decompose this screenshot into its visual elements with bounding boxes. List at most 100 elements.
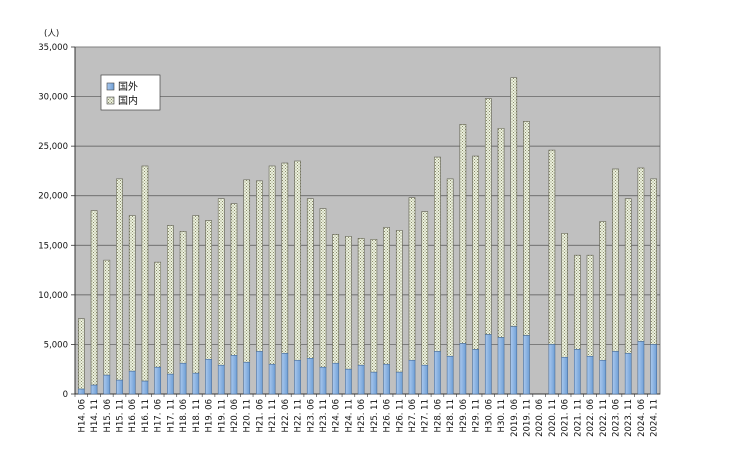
- bar-foreign: [523, 335, 530, 395]
- bar-domestic: [116, 178, 123, 381]
- y-tick-label: 5,000: [44, 340, 68, 350]
- bar-foreign: [624, 353, 632, 395]
- bar-foreign: [205, 358, 212, 395]
- bar-foreign: [179, 362, 187, 395]
- x-category-label: H30. 11: [497, 399, 507, 432]
- bar-domestic: [472, 155, 479, 350]
- bar-domestic: [357, 238, 365, 366]
- bar-domestic: [230, 203, 238, 356]
- x-category-label: H28. 11: [446, 399, 456, 432]
- bar-domestic: [167, 225, 174, 375]
- x-category-label: H25. 06: [357, 399, 367, 432]
- legend-label-domestic: 国内: [118, 94, 138, 107]
- bar-domestic: [548, 149, 556, 345]
- bar-domestic: [421, 211, 429, 366]
- bar-domestic: [256, 180, 263, 352]
- y-tick-label: 10,000: [38, 291, 68, 301]
- bar-domestic: [78, 318, 85, 390]
- x-category-label: H19. 11: [217, 399, 227, 432]
- y-tick-label: 20,000: [38, 192, 68, 202]
- x-category-label: H23. 11: [319, 399, 329, 432]
- bar-foreign: [561, 357, 568, 395]
- bar-domestic: [90, 210, 98, 386]
- x-category-label: H23. 06: [306, 399, 316, 432]
- bar-foreign: [459, 343, 467, 395]
- legend-swatch-domestic: [106, 96, 115, 105]
- x-category-label: 2022. 06: [586, 399, 596, 437]
- bar-foreign: [281, 353, 289, 395]
- x-category-label: H21. 11: [268, 399, 278, 432]
- x-category-label: 2024. 11: [650, 399, 660, 437]
- x-category-label: 2023. 11: [624, 399, 634, 437]
- bar-foreign: [510, 326, 518, 395]
- bar-domestic: [306, 198, 314, 359]
- bar-foreign: [383, 363, 390, 395]
- x-category-label: H24. 06: [332, 399, 342, 432]
- bar-foreign: [217, 364, 225, 395]
- x-category-label: H29. 06: [459, 399, 469, 432]
- x-category-label: H16. 11: [141, 399, 151, 432]
- x-category-label: H21. 06: [255, 399, 265, 432]
- x-category-label: H20. 06: [230, 399, 240, 432]
- x-category-label: H20. 11: [243, 399, 253, 432]
- bar-foreign: [408, 359, 416, 395]
- x-category-label: H22. 06: [281, 399, 291, 432]
- bar-domestic: [192, 215, 200, 374]
- bar-foreign: [370, 371, 378, 395]
- bar-domestic: [484, 98, 492, 335]
- bar-domestic: [523, 121, 530, 336]
- x-category-label: H15. 06: [103, 399, 113, 432]
- bar-domestic: [573, 254, 581, 350]
- x-category-label: 2020. 11: [548, 399, 558, 437]
- bar-domestic: [434, 156, 441, 352]
- x-category-label: 2020. 06: [535, 399, 545, 437]
- bar-domestic: [345, 236, 352, 370]
- bar-domestic: [294, 160, 301, 361]
- bar-domestic: [612, 168, 619, 352]
- x-category-label: H26. 06: [383, 399, 393, 432]
- bar-foreign: [421, 364, 429, 395]
- bar-domestic: [268, 165, 276, 365]
- x-category-label: H19. 06: [205, 399, 215, 432]
- bar-foreign: [90, 384, 98, 395]
- bar-foreign: [103, 374, 111, 395]
- x-category-label: H18. 06: [179, 399, 189, 432]
- legend-label-foreign: 国外: [118, 81, 138, 93]
- bar-domestic: [510, 77, 518, 327]
- bar-domestic: [319, 208, 327, 368]
- bar-foreign: [586, 356, 594, 395]
- bar-foreign: [650, 344, 657, 395]
- x-category-label: H29. 11: [472, 399, 482, 432]
- x-category-label: 2023. 06: [611, 399, 621, 437]
- bar-foreign: [243, 361, 251, 395]
- x-category-label: 2021. 11: [573, 399, 583, 437]
- bar-foreign: [128, 370, 136, 395]
- bar-foreign: [357, 364, 365, 395]
- bar-foreign: [294, 359, 301, 395]
- bar-foreign: [78, 388, 85, 395]
- x-category-label: H18. 11: [192, 399, 202, 432]
- bar-foreign: [548, 344, 556, 395]
- bar-domestic: [395, 230, 403, 373]
- bar-foreign: [332, 362, 340, 395]
- x-category-label: H25. 11: [370, 399, 380, 432]
- bar-foreign: [497, 337, 505, 395]
- bar-foreign: [306, 358, 314, 395]
- x-category-label: H17. 06: [154, 399, 164, 432]
- x-category-label: 2022. 11: [599, 399, 609, 437]
- y-tick-label: 0: [63, 390, 68, 400]
- x-category-label: H15. 11: [116, 399, 126, 432]
- x-category-label: H14. 06: [77, 399, 87, 432]
- bar-foreign: [599, 359, 607, 395]
- legend-swatch-foreign: [106, 82, 115, 91]
- x-category-label: H30. 06: [484, 399, 494, 432]
- bar-domestic: [154, 261, 162, 368]
- bar-domestic: [408, 197, 416, 361]
- x-category-label: H24. 11: [344, 399, 354, 432]
- bar-domestic: [217, 198, 225, 366]
- bar-domestic: [586, 254, 594, 357]
- x-category-label: H27. 06: [408, 399, 418, 432]
- bar-domestic: [370, 239, 378, 373]
- x-category-label: H22. 11: [294, 399, 304, 432]
